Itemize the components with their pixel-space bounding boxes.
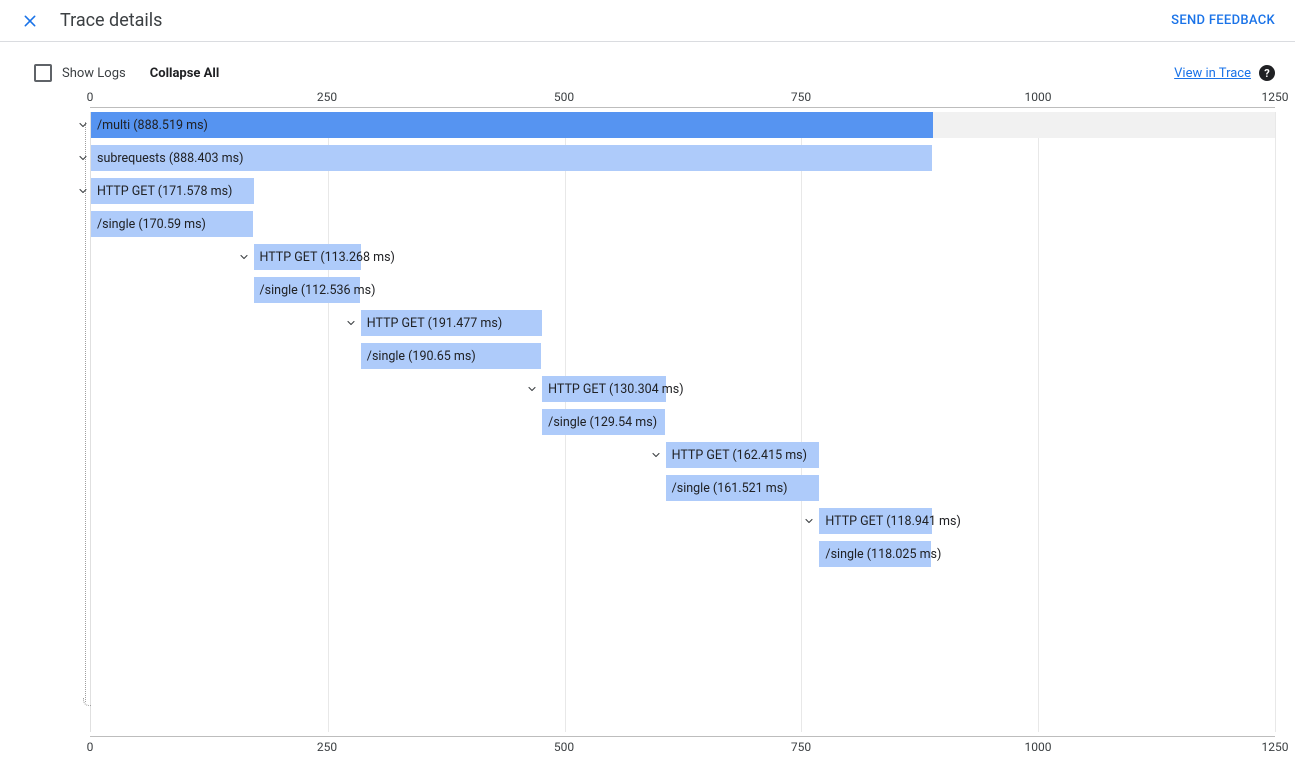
view-in-trace-link[interactable]: View in Trace: [1174, 66, 1251, 81]
axis-tick: 250: [317, 90, 337, 104]
axis-tick: 1250: [1262, 90, 1289, 104]
axis-tick: 250: [317, 740, 337, 754]
span-label: /single (161.521 ms): [672, 481, 788, 496]
span-label: /single (129.54 ms): [548, 415, 657, 430]
trace-row: subrequests (888.403 ms): [91, 145, 1275, 171]
chevron-down-icon[interactable]: [343, 315, 359, 331]
chevron-down-icon[interactable]: [648, 447, 664, 463]
span-bar[interactable]: HTTP GET (191.477 ms): [361, 310, 542, 336]
span-bar[interactable]: HTTP GET (130.304 ms): [542, 376, 665, 402]
axis-tick: 500: [554, 90, 574, 104]
axis-tick: 1000: [1025, 740, 1052, 754]
axis-tick: 500: [554, 740, 574, 754]
span-label: HTTP GET (130.304 ms): [548, 382, 683, 397]
span-label: HTTP GET (162.415 ms): [672, 448, 807, 463]
trace-chart: 0 250 500 750 1000 1250 /multi (888.519 ms) su…: [0, 90, 1295, 774]
span-label: /single (118.025 ms): [825, 547, 941, 562]
axis-tick: 1000: [1025, 90, 1052, 104]
send-feedback-button[interactable]: SEND FEEDBACK: [1171, 13, 1275, 28]
trace-row: HTTP GET (191.477 ms): [91, 310, 1275, 336]
span-label: /single (112.536 ms): [260, 283, 376, 298]
span-bar[interactable]: HTTP GET (171.578 ms): [91, 178, 254, 204]
tree-connector-line: [85, 122, 86, 702]
axis-bottom: 025050075010001250: [90, 736, 1275, 754]
span-bar[interactable]: /single (161.521 ms): [666, 475, 819, 501]
axis-top: 025050075010001250: [90, 90, 1275, 108]
axis-tick: 1250: [1262, 740, 1289, 754]
span-bar[interactable]: HTTP GET (113.268 ms): [254, 244, 361, 270]
chevron-down-icon[interactable]: [75, 117, 91, 133]
trace-rows: /multi (888.519 ms) subrequests (888.403 …: [90, 112, 1275, 732]
trace-row: HTTP GET (118.941 ms): [91, 508, 1275, 534]
trace-row: /single (161.521 ms): [91, 475, 1275, 501]
span-label: /multi (888.519 ms): [97, 118, 208, 133]
trace-row: /single (129.54 ms): [91, 409, 1275, 435]
trace-row: /multi (888.519 ms): [91, 112, 1275, 138]
page-title: Trace details: [60, 10, 162, 31]
trace-row: /single (190.65 ms): [91, 343, 1275, 369]
chevron-down-icon[interactable]: [75, 183, 91, 199]
close-icon[interactable]: [20, 11, 40, 31]
show-logs-checkbox[interactable]: [34, 64, 52, 82]
toolbar: Show Logs Collapse All View in Trace ?: [0, 42, 1295, 90]
span-label: subrequests (888.403 ms): [97, 151, 243, 166]
axis-tick: 0: [87, 90, 94, 104]
trace-row: HTTP GET (130.304 ms): [91, 376, 1275, 402]
span-bar[interactable]: subrequests (888.403 ms): [91, 145, 932, 171]
span-label: HTTP GET (118.941 ms): [825, 514, 960, 529]
span-bar[interactable]: /single (118.025 ms): [819, 541, 931, 567]
collapse-all-button[interactable]: Collapse All: [150, 66, 220, 81]
span-label: HTTP GET (113.268 ms): [260, 250, 395, 265]
header-bar: Trace details SEND FEEDBACK: [0, 0, 1295, 42]
axis-tick: 750: [791, 90, 811, 104]
trace-row: /single (170.59 ms): [91, 211, 1275, 237]
span-label: HTTP GET (171.578 ms): [97, 184, 232, 199]
span-bar[interactable]: HTTP GET (162.415 ms): [666, 442, 820, 468]
span-bar[interactable]: /single (170.59 ms): [91, 211, 253, 237]
chevron-down-icon[interactable]: [801, 513, 817, 529]
trace-row: /single (112.536 ms): [91, 277, 1275, 303]
span-bar[interactable]: /single (129.54 ms): [542, 409, 665, 435]
span-label: HTTP GET (191.477 ms): [367, 316, 502, 331]
trace-row: HTTP GET (171.578 ms): [91, 178, 1275, 204]
axis-tick: 750: [791, 740, 811, 754]
span-label: /single (170.59 ms): [97, 217, 206, 232]
trace-row: /single (118.025 ms): [91, 541, 1275, 567]
axis-tick: 0: [87, 740, 94, 754]
trace-row: HTTP GET (113.268 ms): [91, 244, 1275, 270]
span-bar[interactable]: /single (112.536 ms): [254, 277, 361, 303]
help-icon[interactable]: ?: [1259, 65, 1275, 81]
chevron-down-icon[interactable]: [75, 150, 91, 166]
trace-row: HTTP GET (162.415 ms): [91, 442, 1275, 468]
span-label: /single (190.65 ms): [367, 349, 476, 364]
span-bar[interactable]: HTTP GET (118.941 ms): [819, 508, 932, 534]
chevron-down-icon[interactable]: [524, 381, 540, 397]
chevron-down-icon[interactable]: [236, 249, 252, 265]
span-bar[interactable]: /single (190.65 ms): [361, 343, 542, 369]
span-bar[interactable]: /multi (888.519 ms): [91, 112, 933, 138]
show-logs-label[interactable]: Show Logs: [62, 66, 126, 81]
